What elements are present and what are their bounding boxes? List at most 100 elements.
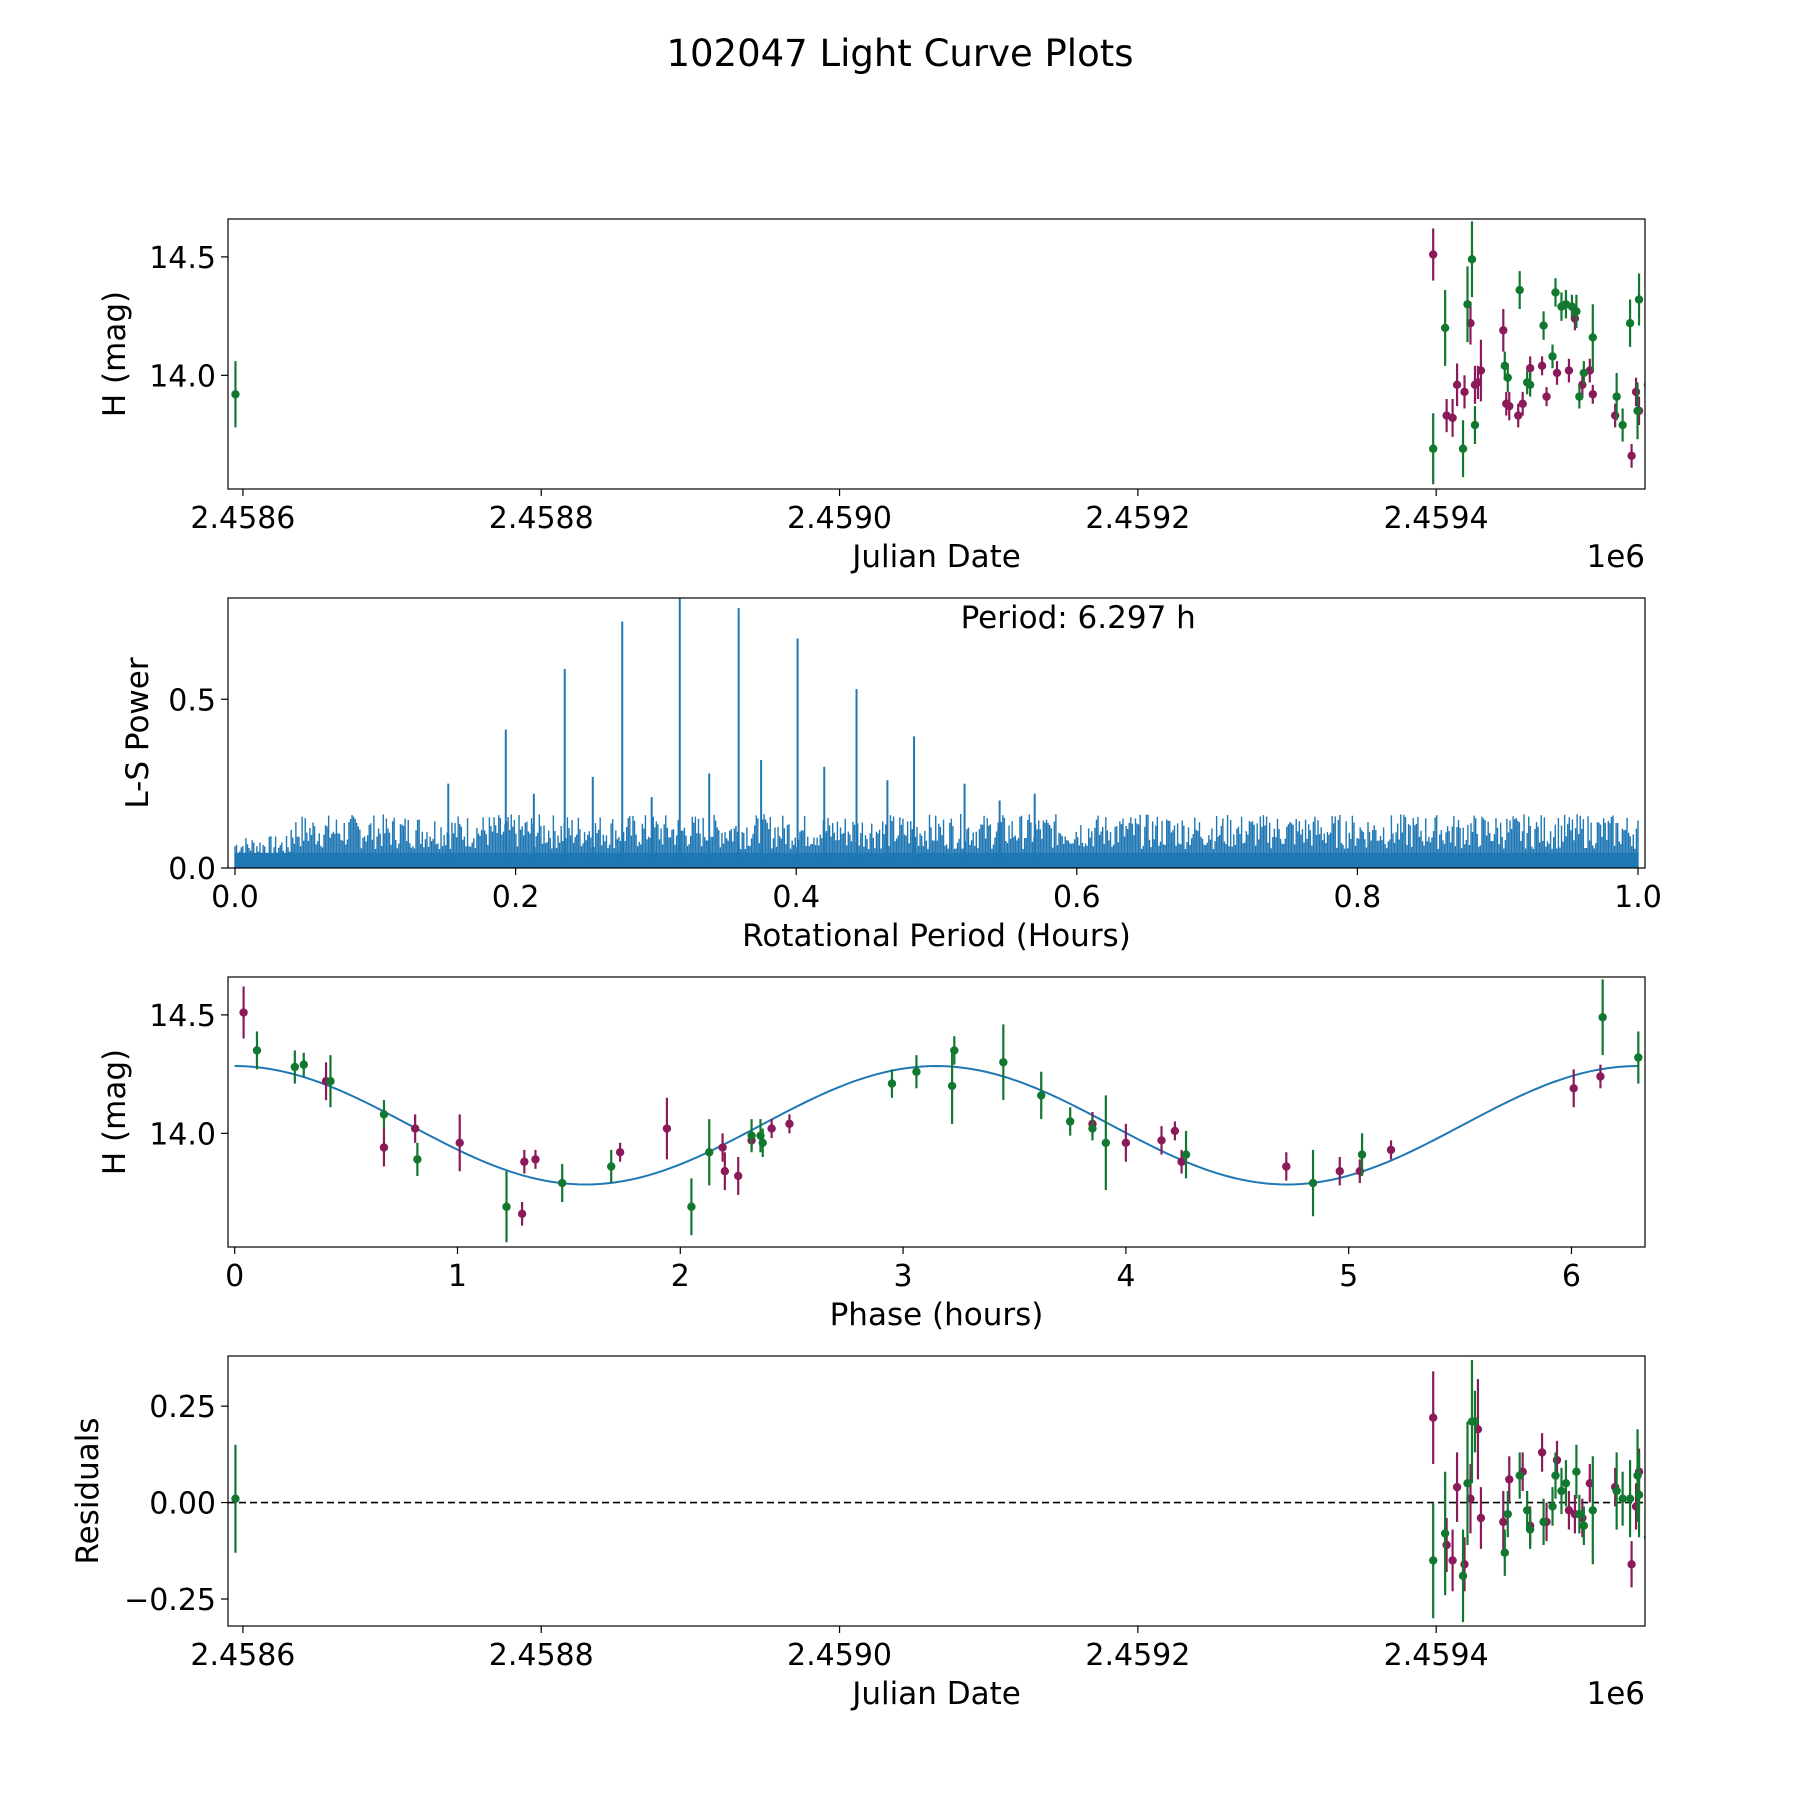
data-point — [1121, 1138, 1131, 1147]
data-point — [1561, 1479, 1571, 1488]
x-tick-label: 1 — [448, 1259, 467, 1294]
x-tick-label: 0.4 — [772, 880, 820, 915]
data-point — [1579, 368, 1589, 378]
y-axis-label: L-S Power — [120, 657, 156, 808]
axes-frame — [227, 1355, 1646, 1627]
data-point — [1525, 380, 1535, 389]
periodogram-floor — [235, 852, 1638, 868]
data-point — [1503, 373, 1512, 382]
data-point — [520, 1157, 529, 1166]
x-axis-label: Julian Date — [850, 1676, 1021, 1712]
data-point — [1625, 1494, 1635, 1503]
data-point — [758, 1138, 767, 1147]
data-point — [557, 1178, 567, 1188]
data-point — [1428, 250, 1438, 259]
series-magenta — [239, 986, 1605, 1226]
data-point — [1088, 1124, 1097, 1133]
data-point — [1634, 295, 1644, 304]
data-point — [1598, 1013, 1607, 1022]
data-point — [1357, 1150, 1367, 1159]
x-tick-label: 2.4594 — [1384, 1638, 1489, 1673]
plot-area — [234, 598, 1639, 868]
data-point — [231, 390, 240, 399]
data-point — [999, 1058, 1008, 1067]
y-tick-label: 14.5 — [149, 999, 216, 1034]
data-point — [1551, 288, 1560, 297]
data-point — [1548, 352, 1557, 361]
data-point — [1442, 1540, 1451, 1550]
x-tick-label: 6 — [1562, 1259, 1581, 1294]
plot-area — [234, 979, 1643, 1243]
x-tick-label: 5 — [1339, 1259, 1358, 1294]
data-point — [1537, 1448, 1547, 1457]
data-point — [1542, 392, 1551, 401]
data-point — [785, 1119, 794, 1129]
data-point — [1448, 413, 1457, 423]
data-point — [410, 1124, 420, 1133]
data-point — [1633, 1471, 1642, 1480]
data-point — [1575, 392, 1584, 401]
x-tick-label: 0.6 — [1053, 880, 1101, 915]
series-magenta — [1428, 1371, 1644, 1592]
data-point — [1470, 420, 1480, 430]
x-offset-label: 1e6 — [1586, 539, 1645, 575]
series-magenta — [1428, 228, 1644, 468]
data-point — [455, 1138, 464, 1147]
data-point — [1564, 1506, 1574, 1515]
data-point — [1458, 444, 1468, 453]
fit-curve — [234, 1065, 1639, 1186]
data-point — [887, 1079, 897, 1088]
x-tick-label: 2.4592 — [1085, 501, 1190, 536]
x-tick-label: 2.4590 — [787, 501, 892, 536]
data-point — [1458, 1571, 1468, 1581]
data-point — [1539, 321, 1548, 330]
data-point — [1612, 392, 1621, 401]
data-point — [1515, 285, 1524, 295]
data-point — [1588, 1506, 1597, 1515]
data-point — [517, 1209, 527, 1219]
figure-title: 102047 Light Curve Plots — [666, 32, 1133, 75]
x-axis-label: Julian Date — [850, 539, 1021, 575]
data-point — [1503, 1509, 1512, 1519]
data-point — [1518, 399, 1527, 408]
period-annotation: Period: 6.297 h — [961, 600, 1196, 636]
data-point — [950, 1046, 959, 1055]
data-point — [1308, 1178, 1318, 1188]
plot-area — [228, 1359, 1645, 1623]
panel-periodogram: Period: 6.297 h 0.0 0.2 0.4 0.6 0.8 1.0 0.0 0.5 R… — [120, 597, 1662, 954]
data-point — [290, 1062, 300, 1072]
series-green — [231, 1359, 1645, 1623]
data-point — [1499, 1517, 1508, 1527]
data-point — [1634, 1053, 1643, 1062]
data-point — [1631, 387, 1641, 397]
data-point — [1499, 326, 1508, 335]
data-point — [1552, 1455, 1562, 1465]
x-tick-label: 2.4592 — [1085, 1638, 1190, 1673]
y-tick-label: −0.25 — [124, 1583, 216, 1618]
data-point — [1170, 1126, 1180, 1136]
y-tick-label: 0.0 — [168, 852, 216, 887]
data-point — [413, 1155, 422, 1164]
data-point — [1467, 255, 1477, 264]
y-tick-label: 0.25 — [149, 1390, 216, 1425]
data-point — [1572, 307, 1581, 316]
data-point — [1625, 319, 1635, 328]
y-tick-label: 14.0 — [149, 359, 216, 394]
data-point — [1634, 1490, 1644, 1500]
data-point — [1386, 1145, 1396, 1155]
data-point — [615, 1148, 625, 1157]
data-point — [1552, 368, 1562, 378]
data-point — [1463, 1479, 1472, 1488]
data-point — [1515, 1471, 1524, 1480]
x-tick-label: 4 — [1116, 1259, 1135, 1294]
data-point — [1181, 1150, 1191, 1159]
data-point — [1282, 1162, 1291, 1171]
x-tick-label: 2.4586 — [190, 501, 295, 536]
data-point — [1065, 1117, 1075, 1126]
y-tick-label: 14.5 — [149, 241, 216, 276]
data-point — [1476, 1513, 1486, 1523]
data-point — [231, 1494, 240, 1503]
data-point — [1539, 1517, 1548, 1527]
data-point — [1500, 1548, 1509, 1557]
y-axis-label: Residuals — [70, 1417, 106, 1564]
